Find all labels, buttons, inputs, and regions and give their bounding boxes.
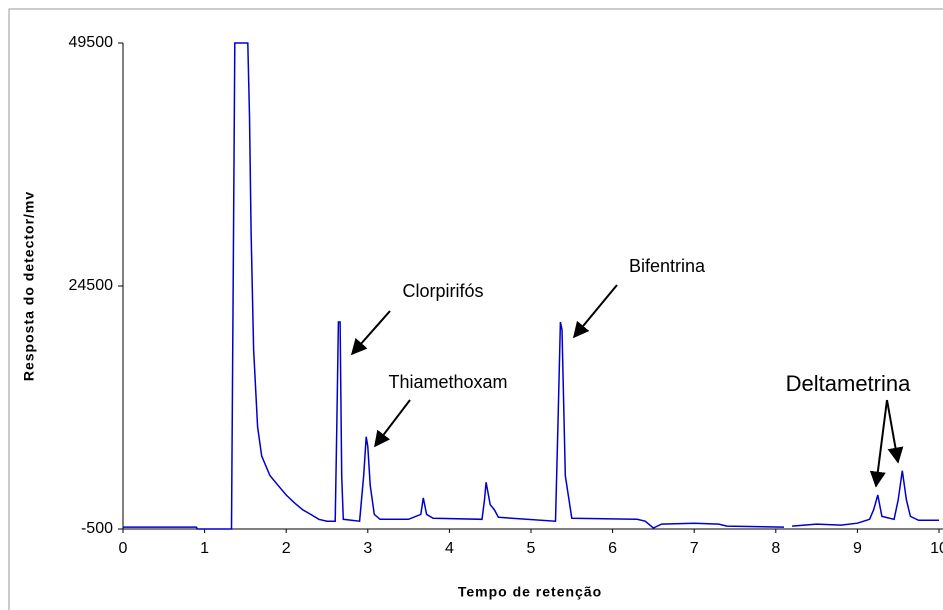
chart-frame [8, 8, 943, 610]
x-tick-label: 8 [771, 540, 780, 557]
annotation: Deltametrina [786, 371, 911, 396]
y-tick-label: 49500 [69, 34, 114, 51]
y-tick-label: 24500 [69, 277, 114, 294]
annotation: Clorpirifós [402, 281, 483, 301]
x-tick-label: 7 [690, 540, 699, 557]
annotation: Thiamethoxam [388, 372, 507, 392]
annotation-arrow [886, 399, 904, 464]
annotation-arrow [869, 399, 888, 488]
x-tick-label: 9 [853, 540, 862, 557]
annotation-arrow [350, 310, 391, 356]
x-tick-label: 10 [930, 540, 943, 557]
annotation-arrow [374, 399, 411, 448]
x-tick-label: 4 [445, 540, 454, 557]
annotation-arrow [572, 284, 618, 339]
y-tick-label: -500 [81, 520, 113, 537]
x-tick-label: 5 [527, 540, 536, 557]
annotation: Bifentrina [629, 256, 706, 276]
trace [123, 42, 939, 530]
x-tick-label: 3 [363, 540, 372, 557]
x-axis-label: Tempo de retenção [458, 584, 602, 600]
x-tick-label: 1 [200, 540, 209, 557]
y-axis-label: Resposta do detector/mv [21, 191, 37, 381]
x-tick-label: 0 [119, 540, 128, 557]
x-tick-label: 2 [282, 540, 291, 557]
x-tick-label: 6 [608, 540, 617, 557]
